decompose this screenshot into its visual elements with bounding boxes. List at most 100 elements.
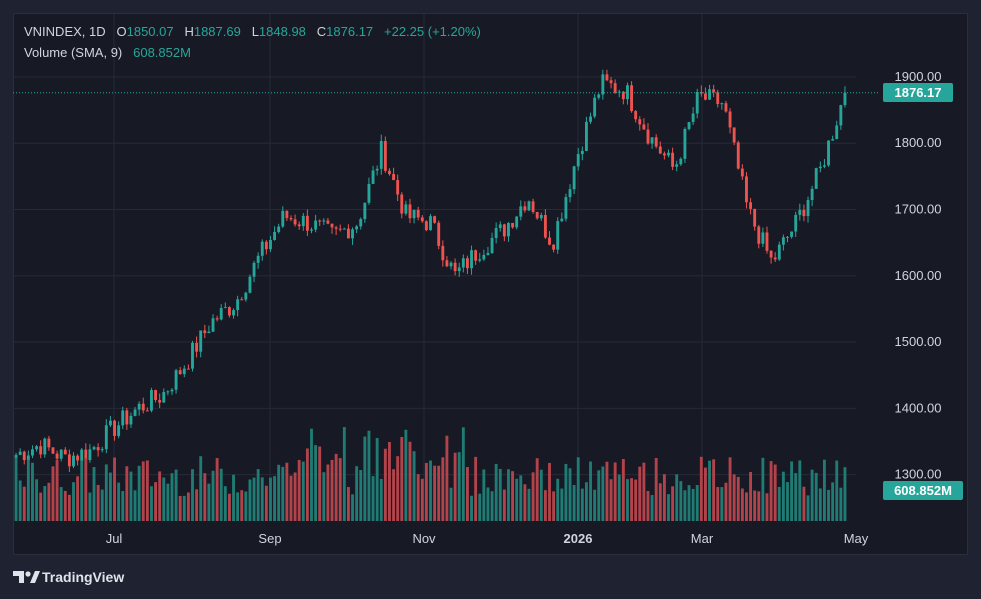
candle-body — [691, 113, 695, 123]
candle-body — [502, 224, 506, 237]
candle-body — [749, 202, 753, 209]
candle-body — [699, 92, 703, 94]
candle-body — [482, 254, 486, 260]
volume-bar — [658, 483, 662, 521]
volume-bar — [326, 464, 330, 521]
volume-bar — [252, 477, 256, 521]
candle-body — [43, 438, 47, 455]
volume-bar — [108, 472, 112, 521]
candle-body — [379, 141, 383, 169]
candle-body — [133, 409, 137, 416]
volume-bar — [26, 459, 30, 521]
volume-bar — [724, 482, 728, 521]
candle-body — [67, 454, 71, 467]
volume-bar — [158, 471, 162, 521]
volume-bar — [211, 470, 215, 521]
candle-body — [334, 227, 338, 229]
volume-bar — [687, 485, 691, 521]
x-tick-label: Sep — [258, 531, 281, 546]
volume-bar — [67, 494, 71, 521]
candle-body — [76, 455, 80, 461]
volume-bar — [519, 475, 523, 521]
candle-body — [568, 189, 572, 198]
volume-bar — [449, 487, 453, 521]
candle-body — [548, 237, 551, 245]
volume-legend: Volume (SMA, 9) 608.852M — [24, 45, 191, 60]
volume-bar — [498, 468, 502, 521]
volume-bar — [839, 487, 843, 521]
volume-bar — [810, 469, 814, 521]
volume-bar — [568, 468, 572, 521]
candle-body — [227, 307, 231, 316]
x-tick-label: 2026 — [564, 531, 593, 546]
volume-bar — [650, 495, 654, 521]
candle-body — [519, 206, 523, 217]
volume-bar — [47, 482, 51, 521]
volume-bar — [269, 477, 272, 521]
x-tick-label: May — [844, 531, 869, 546]
candle-body — [486, 252, 490, 255]
volume-bar — [137, 465, 141, 521]
candle-body — [745, 176, 748, 203]
volume-bar — [227, 493, 231, 521]
volume-bar — [39, 492, 43, 521]
candle-body — [839, 105, 843, 126]
candle-body — [322, 220, 326, 222]
tradingview-logo-icon[interactable] — [13, 568, 41, 586]
candle-body — [650, 137, 654, 144]
candle-body — [141, 403, 145, 411]
candle-body — [289, 217, 293, 220]
chart-frame[interactable] — [13, 13, 968, 555]
candle-body — [264, 241, 268, 250]
volume-bar — [178, 495, 182, 521]
volume-bar — [310, 428, 313, 521]
volume-bar — [507, 469, 510, 521]
volume-bar — [260, 477, 264, 521]
volume-bar — [199, 456, 203, 521]
candle-body — [174, 370, 178, 390]
candle-body — [383, 141, 387, 171]
candle-body — [843, 92, 847, 106]
volume-bar — [502, 489, 506, 521]
volume-bar — [662, 474, 666, 521]
y-tick-label: 1300.00 — [895, 467, 942, 482]
volume-bar — [511, 471, 515, 521]
candle-body — [679, 158, 683, 165]
volume-bar — [474, 456, 478, 521]
volume-bar — [470, 495, 473, 521]
volume-bar — [392, 469, 396, 521]
volume-bar — [683, 490, 687, 521]
volume-bar — [675, 474, 679, 521]
volume-bar — [256, 469, 260, 521]
candle-body — [244, 292, 248, 300]
volume-bar — [55, 459, 59, 521]
volume-bar — [605, 461, 609, 521]
volume-bar — [277, 464, 281, 521]
volume-bar — [104, 464, 108, 521]
y-tick-label: 1600.00 — [895, 268, 942, 283]
candle-body — [507, 222, 510, 237]
ohlc-legend: VNINDEX, 1D O1850.07 H1887.69 L1848.98 C… — [24, 24, 481, 39]
candle-body — [695, 92, 699, 114]
candle-body — [822, 165, 826, 167]
volume-bar — [589, 461, 592, 521]
x-tick-label: Nov — [412, 531, 436, 546]
candle-body — [51, 447, 55, 454]
tradingview-brand[interactable]: TradingView — [42, 569, 125, 585]
candle-body — [182, 368, 186, 375]
candle-body — [346, 228, 350, 239]
volume-bar — [141, 461, 145, 521]
candle-body — [835, 125, 839, 140]
candle-body — [445, 260, 449, 267]
volume-bar — [630, 478, 634, 521]
volume-bar — [671, 486, 675, 521]
candle-body — [108, 420, 112, 426]
candle-body — [617, 91, 621, 93]
volume-bar — [305, 448, 309, 521]
candle-body — [338, 228, 342, 230]
volume-bar — [634, 479, 638, 521]
volume-bar — [691, 488, 695, 521]
candle-body — [732, 127, 736, 143]
candle-body — [232, 310, 235, 316]
